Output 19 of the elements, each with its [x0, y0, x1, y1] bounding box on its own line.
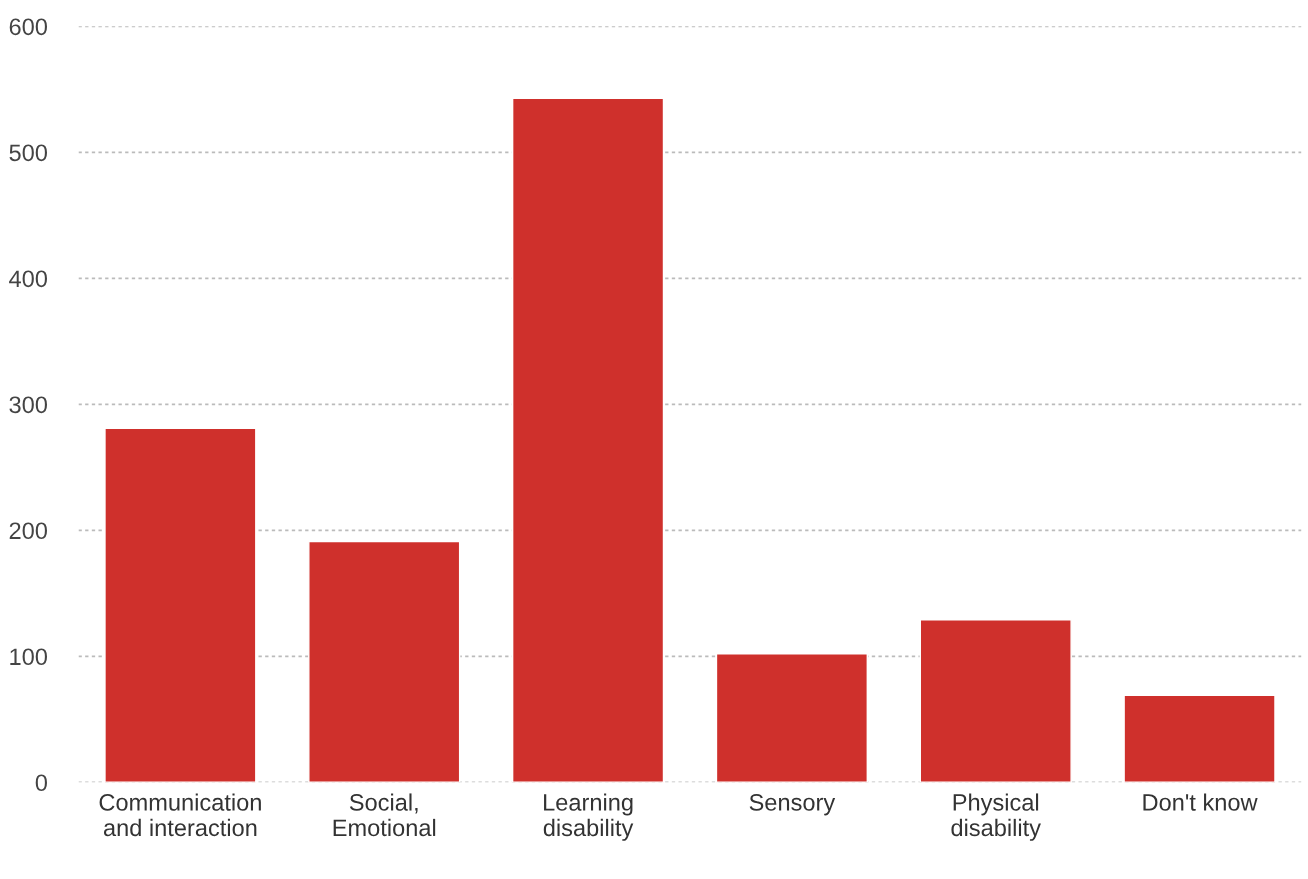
bar: [715, 653, 868, 783]
y-tick-label: 0: [35, 774, 47, 792]
y-tick-label: 500: [9, 144, 47, 162]
bar: [104, 427, 257, 783]
bar: [919, 619, 1072, 783]
bar: [1123, 694, 1276, 783]
y-tick-label: 400: [9, 270, 47, 288]
x-tick-label: Don't know: [1143, 793, 1258, 811]
x-tick-label: Learning disability: [543, 793, 634, 841]
x-tick-label: Communication and interaction: [99, 793, 261, 837]
y-tick-label: 600: [9, 18, 47, 36]
y-tick-label: 300: [9, 396, 47, 414]
x-tick-label: Sensory: [749, 794, 836, 816]
y-tick-label: 200: [9, 522, 47, 540]
bar: [308, 540, 461, 783]
y-tick-label: 100: [10, 648, 47, 666]
bar: [511, 97, 665, 783]
x-tick-label: Social, Emotional: [333, 793, 436, 837]
x-tick-label: Physical disability: [951, 793, 1041, 841]
